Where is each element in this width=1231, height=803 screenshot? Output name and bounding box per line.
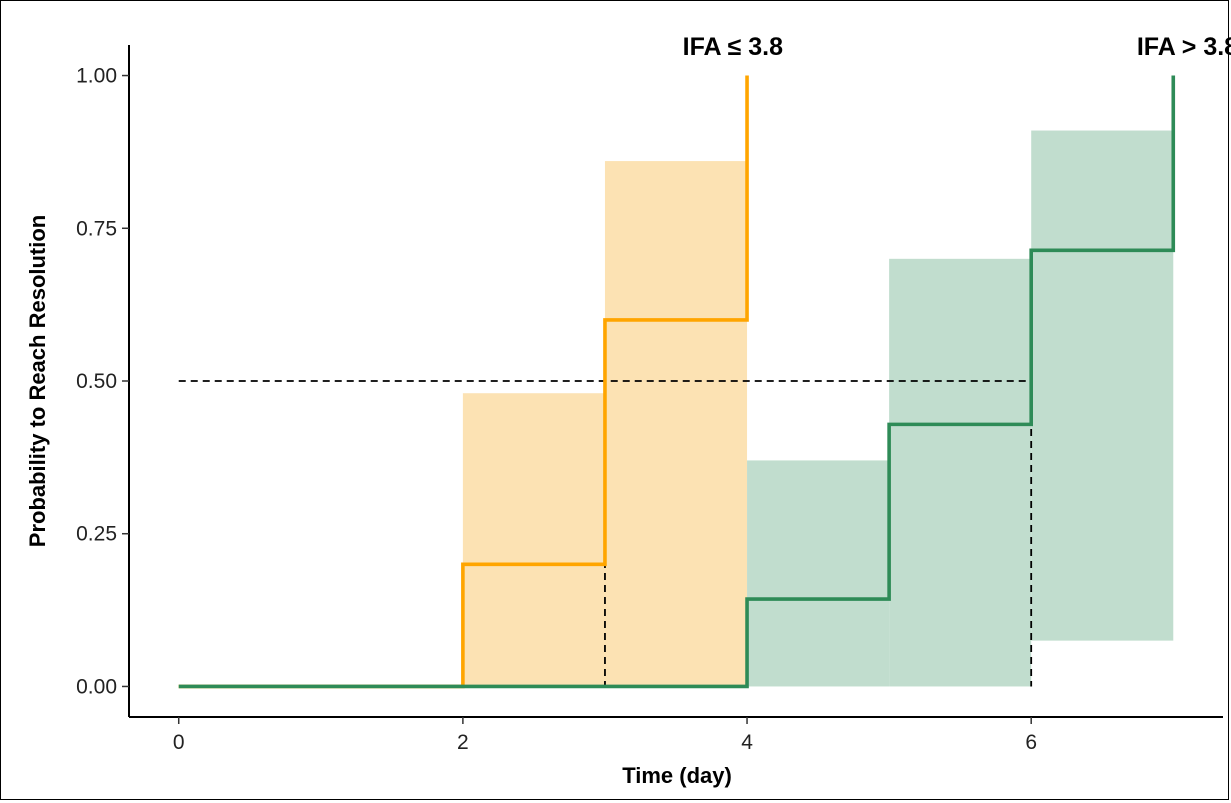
ci-band-s0-1 [604, 161, 748, 687]
x-axis-title: Time (day) [622, 763, 732, 788]
y-tick-label-2: 0.50 [76, 370, 117, 393]
ci-band-s1-1 [889, 258, 1032, 687]
y-tick-label-3: 0.75 [76, 217, 117, 240]
confidence-bands [462, 130, 1174, 687]
x-tick-label-1: 2 [457, 731, 469, 754]
labels: Time (day) Probability to Reach Resoluti… [25, 33, 1231, 788]
y-tick-label-4: 1.00 [76, 65, 117, 88]
series-label-ifa-low: IFA ≤ 3.8 [683, 33, 783, 61]
axes: 0.00 0.25 0.50 0.75 1.00 0 2 4 6 [76, 45, 1223, 754]
series-label-ifa-high: IFA > 3.8 [1137, 33, 1231, 61]
ci-band-s0-0 [462, 393, 605, 687]
y-tick-label-1: 0.25 [76, 523, 117, 546]
x-tick-label-3: 6 [1025, 731, 1037, 754]
x-tick-label-2: 4 [741, 731, 753, 754]
y-axis-title: Probability to Reach Resolution [25, 215, 50, 547]
x-tick-label-0: 0 [173, 731, 185, 754]
step-curves [178, 75, 1176, 689]
ci-band-s1-0 [747, 460, 890, 687]
step-curve-s1 [178, 75, 1176, 689]
y-tick-label-0: 0.00 [76, 675, 117, 698]
ci-band-s1-2 [1031, 130, 1174, 641]
